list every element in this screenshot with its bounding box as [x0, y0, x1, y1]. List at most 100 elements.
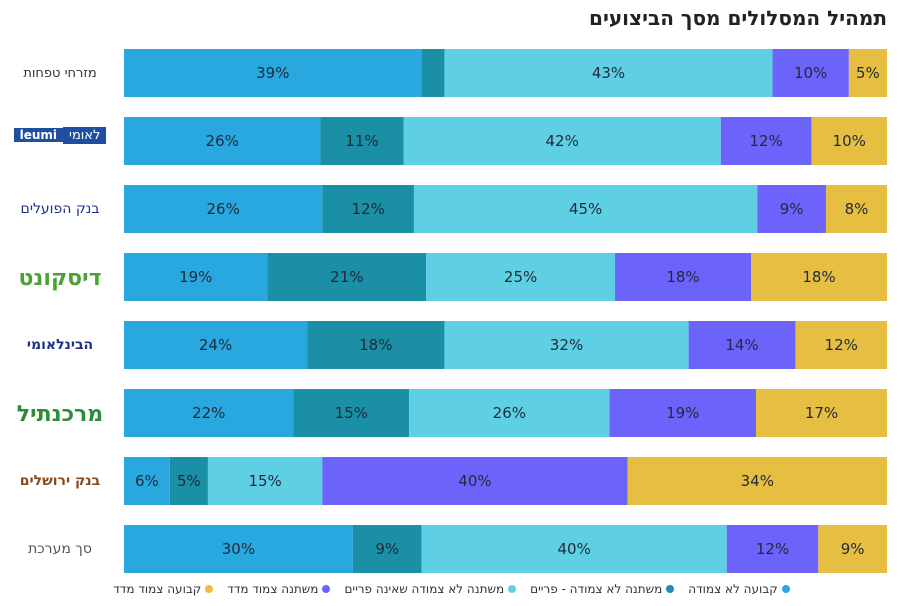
legend-dot-icon: [205, 585, 214, 593]
data-label: 9%: [841, 540, 865, 558]
bar-segment: [403, 117, 721, 165]
chart-legend: קבועה לא צמודה משתנה לא צמודה - פריים משתנ…: [0, 582, 903, 596]
mercantile-logo: מרכנתיל: [10, 402, 110, 427]
data-label: 22%: [192, 404, 225, 422]
bar-segment: [688, 321, 796, 369]
bar-segment: [320, 117, 404, 165]
data-label: 18%: [359, 336, 392, 354]
legend-dot-icon: [508, 585, 517, 593]
data-label: 26%: [207, 200, 240, 218]
data-label: 14%: [725, 336, 758, 354]
bar-segment: [421, 49, 445, 97]
bank-label-text: בנק ירושלים: [19, 473, 101, 489]
data-label: 45%: [569, 200, 602, 218]
leumi-logo: לאומיleumi: [10, 124, 110, 144]
data-label: 9%: [780, 200, 804, 218]
bar-segment: [124, 185, 323, 233]
mizrahi-logo: מזרחי טפחות: [10, 62, 110, 81]
data-label: 40%: [458, 472, 491, 490]
bar-segment: [772, 49, 849, 97]
bar-segment: [609, 389, 756, 437]
bank-label-text: בנק הפועלים: [20, 201, 100, 217]
data-label: 42%: [545, 132, 578, 150]
bar-segment: [322, 185, 414, 233]
legend-item: משתנה לא צמודה שאינה פריים: [344, 582, 517, 596]
legend-item: קבועה צמוד מדד: [113, 582, 214, 596]
bar-segment: [720, 117, 812, 165]
bar-segment: [413, 185, 758, 233]
data-label: 11%: [345, 132, 378, 150]
legend-dot-icon: [781, 585, 790, 593]
data-label: 12%: [756, 540, 789, 558]
bar-segment: [615, 253, 752, 301]
bar-segment: [169, 457, 208, 505]
bar-segment: [307, 321, 445, 369]
data-label: 9%: [375, 540, 399, 558]
data-label: 5%: [177, 472, 201, 490]
bar-segment: [124, 117, 321, 165]
page-title: תמהיל המסלולים מסך הביצועים: [589, 6, 887, 30]
bank-label-total: סך מערכת: [10, 538, 110, 557]
data-label: 10%: [833, 132, 866, 150]
bar-segment: [124, 389, 294, 437]
bar-segment: [409, 389, 610, 437]
legend-label: קבועה לא צמודה: [688, 582, 778, 596]
legend-label: משתנה צמוד מדד: [227, 582, 319, 596]
legend-item: קבועה לא צמודה: [688, 582, 790, 596]
data-label: 19%: [666, 404, 699, 422]
bar-segment: [267, 253, 427, 301]
bank-label-text: מזרחי טפחות: [23, 66, 97, 81]
data-label: 12%: [749, 132, 782, 150]
bank-label-text: לאומי: [63, 127, 107, 144]
bar-segment: [444, 321, 689, 369]
bar-segment: [627, 457, 887, 505]
data-label: 15%: [248, 472, 281, 490]
bar-segment: [207, 457, 323, 505]
bar-segment: [811, 117, 887, 165]
bar-segment: [124, 457, 170, 505]
data-label: 30%: [222, 540, 255, 558]
discount-logo: דיסקונט: [10, 266, 110, 291]
bar-segment: [426, 253, 616, 301]
bar-segment: [755, 389, 887, 437]
data-label: 26%: [206, 132, 239, 150]
data-label: 39%: [256, 64, 289, 82]
hapoalim-logo: בנק הפועלים: [10, 198, 110, 217]
bar-segment: [818, 525, 887, 573]
data-label: 40%: [557, 540, 590, 558]
legend-label: משתנה לא צמודה - פריים: [530, 582, 663, 596]
bar-segment: [322, 457, 628, 505]
jerusalem-logo: בנק ירושלים: [10, 470, 110, 489]
bar-segment: [352, 525, 422, 573]
bank-label-subtext: leumi: [13, 128, 64, 142]
data-label: 24%: [199, 336, 232, 354]
legend-dot-icon: [666, 585, 675, 593]
data-label: 34%: [741, 472, 774, 490]
bar-segment: [751, 253, 887, 301]
bar-segment: [124, 525, 353, 573]
bar-segment: [795, 321, 887, 369]
legend-item: משתנה צמוד מדד: [227, 582, 331, 596]
data-label: 18%: [666, 268, 699, 286]
bar-segment: [726, 525, 819, 573]
bar-segment: [825, 185, 887, 233]
data-label: 8%: [845, 200, 869, 218]
data-label: 18%: [802, 268, 835, 286]
bank-label-text: סך מערכת: [28, 541, 92, 557]
legend-label: קבועה צמוד מדד: [113, 582, 202, 596]
bar-segment: [757, 185, 826, 233]
beinleumi-logo: הבינלאומי: [10, 334, 110, 353]
data-label: 25%: [504, 268, 537, 286]
bank-label-text: דיסקונט: [18, 266, 102, 291]
bar-segment: [444, 49, 773, 97]
data-label: 26%: [493, 404, 526, 422]
bar-segment: [124, 253, 268, 301]
data-label: 17%: [805, 404, 838, 422]
legend-label: משתנה לא צמודה שאינה פריים: [344, 582, 505, 596]
bar-segment: [293, 389, 410, 437]
bank-label-text: מרכנתיל: [16, 402, 104, 427]
data-label: 32%: [550, 336, 583, 354]
data-label: 12%: [351, 200, 384, 218]
bar-segment: [124, 49, 422, 97]
legend-dot-icon: [322, 585, 331, 593]
